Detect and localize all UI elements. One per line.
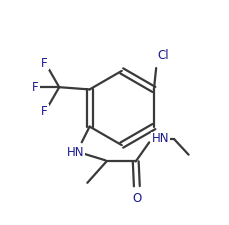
Text: HN: HN [151, 133, 168, 145]
Text: HN: HN [67, 146, 85, 159]
Text: F: F [41, 105, 48, 118]
Text: O: O [132, 192, 141, 205]
Text: F: F [32, 81, 39, 94]
Text: F: F [41, 57, 48, 70]
Text: Cl: Cl [157, 50, 168, 62]
